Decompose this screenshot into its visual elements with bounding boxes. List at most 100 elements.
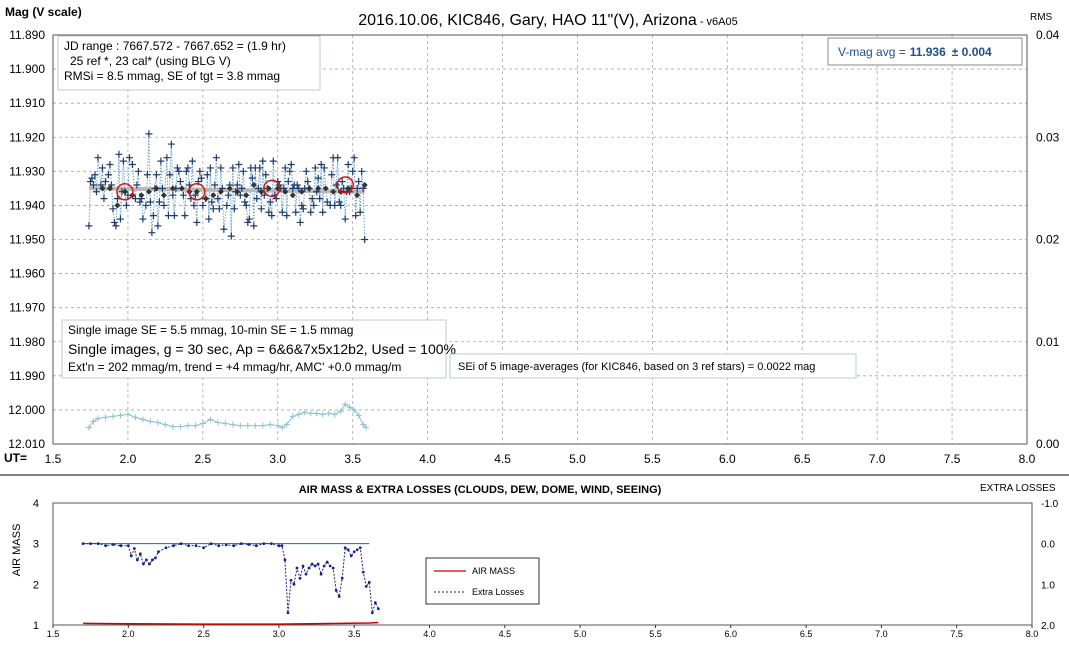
vmag-avg: V-mag avg = 11.936 ± 0.004: [838, 45, 992, 59]
single-image-point: [154, 222, 162, 230]
vmag-box: [827, 37, 1023, 66]
x-tick-label: 3.5: [348, 629, 361, 639]
rms-point: [244, 422, 251, 429]
single-image-point: [229, 164, 237, 172]
x-tick-label: 7.5: [950, 629, 963, 639]
single-image-point: [269, 157, 277, 165]
single-image-point: [332, 181, 340, 189]
extra-losses-point: [119, 544, 123, 548]
rms-point: [342, 401, 349, 408]
x-tick-label: 7.5: [944, 452, 961, 466]
average-point: [234, 188, 241, 195]
x-tick-label: 4.0: [423, 629, 436, 639]
average-point: [243, 192, 250, 199]
circled-average: [188, 183, 206, 201]
average-point: [289, 192, 296, 199]
y2-tick-label: 0.02: [1036, 233, 1060, 247]
x-tick-label: 5.0: [569, 452, 586, 466]
rms-point: [301, 409, 308, 416]
y-tick-label: 2: [33, 579, 39, 591]
extra-losses-point: [179, 542, 183, 546]
single-image-point: [361, 236, 369, 243]
single-image-point: [175, 167, 183, 175]
rms-point: [109, 413, 116, 420]
single-image-point: [155, 198, 163, 206]
extra-losses-point: [316, 562, 320, 566]
extra-losses-point: [254, 544, 258, 548]
single-image-point: [94, 154, 102, 162]
single-image-point: [250, 222, 258, 230]
single-image-point: [109, 205, 117, 213]
average-point: [178, 185, 185, 192]
x-tick-label: 7.0: [869, 452, 886, 466]
single-image-point: [304, 178, 312, 186]
extra-losses-point: [376, 607, 380, 611]
rms-point: [90, 418, 97, 425]
single-image-point: [106, 161, 114, 169]
single-image-point: [119, 157, 127, 165]
single-image-point: [283, 212, 291, 220]
single-image-point: [355, 178, 363, 186]
info-line: Single image SE = 5.5 mmag, 10-min SE = …: [68, 323, 353, 337]
extra-losses-point: [217, 544, 221, 548]
rms-point: [346, 404, 353, 411]
y-tick-label: 11.900: [9, 62, 45, 76]
average-point: [169, 185, 176, 192]
average-point: [282, 188, 289, 195]
single-image-point: [176, 178, 184, 186]
single-image-point: [337, 201, 345, 209]
y-tick-label: 12.000: [8, 403, 45, 417]
single-image-point: [245, 215, 253, 223]
rms-point: [319, 411, 326, 418]
x-tick-label: 6.5: [800, 629, 813, 639]
y-tick-label: 11.920: [9, 130, 45, 144]
y-tick-label: 4: [33, 498, 39, 510]
x-tick-label: 4.5: [494, 452, 511, 466]
single-image-point: [224, 191, 232, 199]
rms-point: [331, 411, 338, 418]
y-tick-label: 11.940: [9, 198, 45, 212]
y-tick-label: 11.950: [9, 233, 45, 247]
single-image-point: [352, 212, 360, 220]
y2-tick-label: 0.04: [1036, 28, 1060, 42]
single-image-point: [298, 201, 306, 209]
single-image-point: [235, 161, 243, 169]
single-image-point: [241, 198, 249, 206]
y-tick-label: 11.930: [9, 164, 45, 178]
extra-losses-point: [319, 572, 323, 576]
single-image-point: [319, 208, 327, 216]
legend-label-extra-losses: Extra Losses: [472, 587, 525, 597]
rms-point: [132, 414, 139, 421]
x-tick-label: 4.5: [499, 629, 512, 639]
single-image-point: [157, 157, 165, 165]
single-image-point: [349, 167, 357, 175]
single-image-point: [101, 178, 109, 186]
single-image-point: [173, 164, 181, 172]
single-image-point: [217, 164, 225, 172]
x-tick-label: 3.0: [269, 452, 286, 466]
single-image-point: [272, 195, 280, 203]
y2-tick-label: 0.0: [1041, 540, 1055, 551]
chart-title: 2016.10.06, KIC846, Gary, HAO 11"(V), Ar…: [358, 12, 738, 29]
single-image-point: [91, 171, 99, 179]
extra-losses-point: [331, 566, 335, 570]
info-line: Ext'n = 202 mmag/m, trend = +4 mmag/hr, …: [68, 360, 401, 374]
single-image-point: [160, 201, 168, 209]
extra-losses-point: [187, 544, 190, 548]
x-tick-label: 5.5: [649, 629, 662, 639]
single-image-point: [335, 198, 343, 206]
single-image-point: [307, 208, 315, 216]
y-tick-label: 11.980: [9, 335, 45, 349]
single-image-point: [182, 167, 190, 175]
rms-point: [313, 410, 320, 417]
rms-point: [139, 416, 146, 423]
average-point: [210, 192, 217, 199]
rms-point: [252, 422, 259, 429]
average-point: [250, 181, 257, 188]
single-image-point: [128, 161, 136, 169]
rms-point: [199, 420, 206, 427]
extra-losses-point: [304, 572, 308, 576]
single-image-point: [209, 205, 217, 213]
extra-losses-point: [147, 562, 151, 566]
extra-losses-point: [151, 558, 154, 562]
